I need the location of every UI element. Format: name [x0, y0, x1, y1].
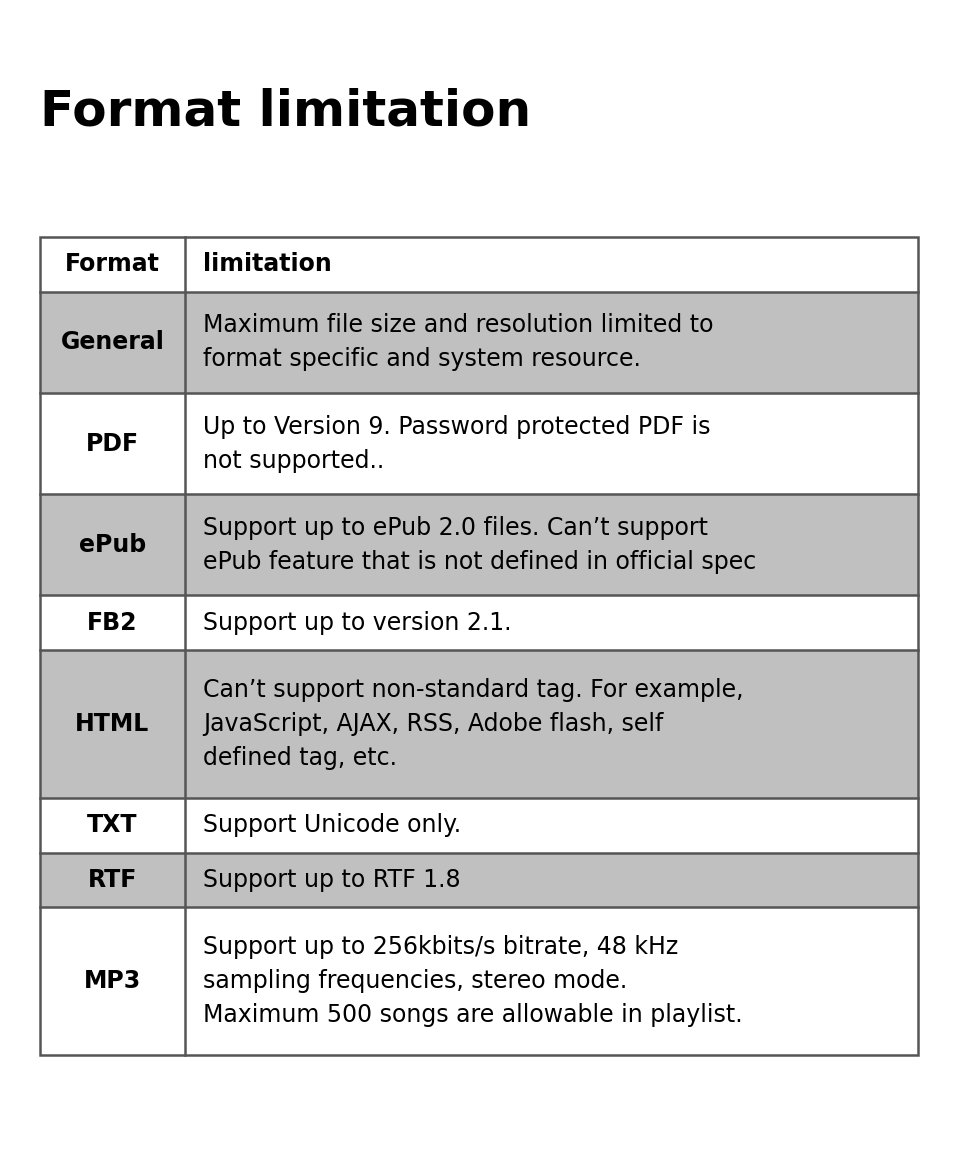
- Text: Format: Format: [65, 252, 160, 277]
- Text: RTF: RTF: [88, 868, 137, 892]
- Text: Can’t support non-standard tag. For example,: Can’t support non-standard tag. For exam…: [203, 678, 742, 703]
- Bar: [185, 494, 917, 595]
- Bar: [40, 907, 185, 1055]
- Bar: [185, 798, 917, 853]
- Text: ePub feature that is not defined in official spec: ePub feature that is not defined in offi…: [203, 550, 756, 574]
- Text: limitation: limitation: [203, 252, 332, 277]
- Text: Support Unicode only.: Support Unicode only.: [203, 813, 460, 837]
- Bar: [185, 907, 917, 1055]
- Bar: [40, 595, 185, 650]
- Text: sampling frequencies, stereo mode.: sampling frequencies, stereo mode.: [203, 969, 626, 993]
- Text: Support up to RTF 1.8: Support up to RTF 1.8: [203, 868, 460, 892]
- Bar: [40, 650, 185, 798]
- Text: defined tag, etc.: defined tag, etc.: [203, 746, 396, 770]
- Text: ePub: ePub: [79, 533, 146, 557]
- Bar: [40, 292, 185, 393]
- Text: Support up to ePub 2.0 files. Can’t support: Support up to ePub 2.0 files. Can’t supp…: [203, 516, 707, 540]
- Text: PDF: PDF: [86, 432, 139, 455]
- Text: MP3: MP3: [84, 969, 141, 993]
- Bar: [185, 292, 917, 393]
- Bar: [40, 237, 185, 292]
- Bar: [40, 237, 917, 1055]
- Bar: [40, 798, 185, 853]
- Bar: [185, 650, 917, 798]
- Text: Maximum file size and resolution limited to: Maximum file size and resolution limited…: [203, 313, 713, 337]
- Bar: [40, 393, 185, 494]
- Text: format specific and system resource.: format specific and system resource.: [203, 348, 640, 371]
- Bar: [185, 393, 917, 494]
- Text: Format limitation: Format limitation: [40, 88, 531, 135]
- Text: General: General: [60, 330, 164, 355]
- Bar: [40, 494, 185, 595]
- Bar: [185, 595, 917, 650]
- Text: HTML: HTML: [75, 712, 150, 736]
- Text: Support up to 256kbits/s bitrate, 48 kHz: Support up to 256kbits/s bitrate, 48 kHz: [203, 935, 678, 959]
- Text: not supported..: not supported..: [203, 448, 384, 473]
- Text: Up to Version 9. Password protected PDF is: Up to Version 9. Password protected PDF …: [203, 414, 710, 439]
- Text: Support up to version 2.1.: Support up to version 2.1.: [203, 610, 511, 635]
- Bar: [185, 237, 917, 292]
- Text: FB2: FB2: [87, 610, 137, 635]
- Text: TXT: TXT: [87, 813, 137, 837]
- Bar: [185, 853, 917, 907]
- Bar: [40, 853, 185, 907]
- Text: Maximum 500 songs are allowable in playlist.: Maximum 500 songs are allowable in playl…: [203, 1004, 741, 1027]
- Text: JavaScript, AJAX, RSS, Adobe flash, self: JavaScript, AJAX, RSS, Adobe flash, self: [203, 712, 662, 736]
